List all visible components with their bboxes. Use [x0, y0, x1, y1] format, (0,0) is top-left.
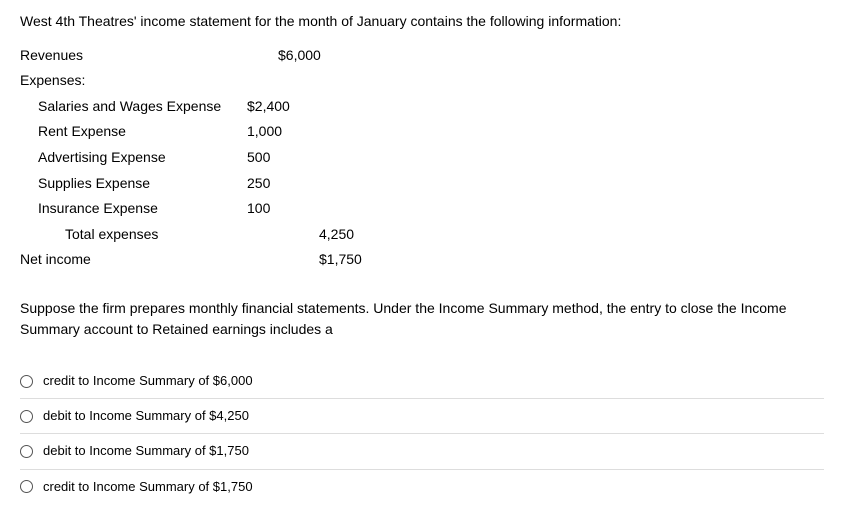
- radio-icon: [20, 375, 33, 388]
- expense-line-value: $2,400: [247, 97, 290, 117]
- expense-line-label: Supplies Expense: [38, 174, 247, 194]
- options-group: credit to Income Summary of $6,000 debit…: [20, 364, 824, 504]
- income-statement: Revenues $6,000 Expenses: Salaries and W…: [20, 46, 824, 270]
- option-row[interactable]: debit to Income Summary of $4,250: [20, 399, 824, 434]
- intro-text: West 4th Theatres' income statement for …: [20, 12, 824, 32]
- net-income-value: $1,750: [319, 250, 362, 270]
- radio-icon: [20, 480, 33, 493]
- option-row[interactable]: credit to Income Summary of $1,750: [20, 470, 824, 504]
- expense-line-value: 250: [247, 174, 270, 194]
- expense-line-label: Rent Expense: [38, 122, 247, 142]
- total-expenses-label: Total expenses: [65, 225, 319, 245]
- option-label: debit to Income Summary of $1,750: [43, 442, 249, 460]
- expense-line-value: 100: [247, 199, 270, 219]
- radio-icon: [20, 445, 33, 458]
- radio-icon: [20, 410, 33, 423]
- expenses-header: Expenses:: [20, 71, 85, 91]
- total-expenses-value: 4,250: [319, 225, 354, 245]
- option-label: credit to Income Summary of $1,750: [43, 478, 253, 496]
- revenues-label: Revenues: [20, 46, 278, 66]
- expense-line-label: Salaries and Wages Expense: [38, 97, 247, 117]
- expense-line-label: Advertising Expense: [38, 148, 247, 168]
- question-text: Suppose the firm prepares monthly financ…: [20, 298, 824, 340]
- expense-line-label: Insurance Expense: [38, 199, 247, 219]
- option-row[interactable]: credit to Income Summary of $6,000: [20, 364, 824, 399]
- option-label: credit to Income Summary of $6,000: [43, 372, 253, 390]
- option-label: debit to Income Summary of $4,250: [43, 407, 249, 425]
- expense-line-value: 1,000: [247, 122, 282, 142]
- option-row[interactable]: debit to Income Summary of $1,750: [20, 434, 824, 469]
- revenues-value: $6,000: [278, 46, 321, 66]
- net-income-label: Net income: [20, 250, 319, 270]
- expense-line-value: 500: [247, 148, 270, 168]
